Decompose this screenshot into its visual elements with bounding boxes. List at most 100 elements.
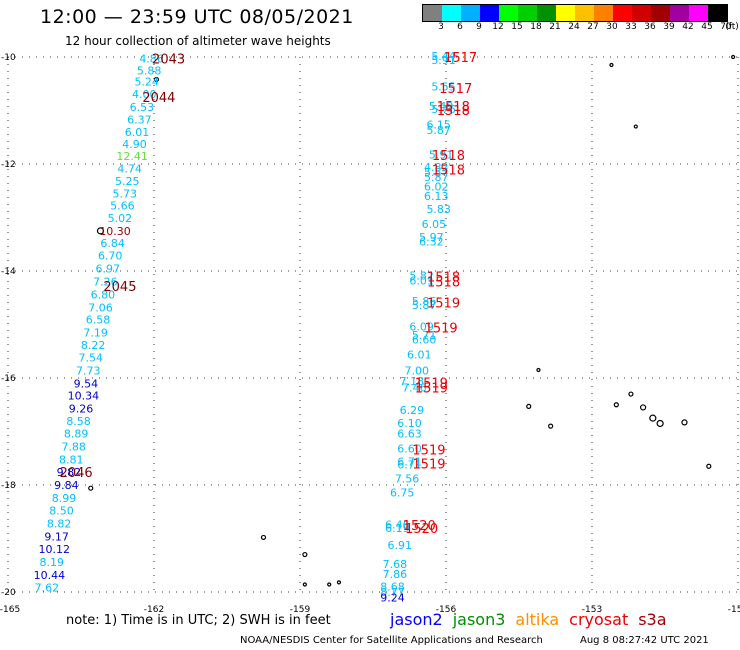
- wave-height-label: 6.60: [412, 333, 437, 346]
- island-outline: [656, 419, 664, 428]
- wave-height-label: 5.76: [431, 103, 456, 116]
- colorbar-swatch: [480, 5, 499, 21]
- pass-time-label: 1519: [425, 322, 458, 337]
- pass-time-label: 1518: [432, 163, 465, 178]
- legend-entry-cryosat: cryosat: [569, 610, 629, 629]
- wave-height-label: 5.88: [137, 64, 162, 77]
- pass-time-label: 1519: [415, 376, 448, 391]
- island-outline: [613, 402, 619, 408]
- wave-height-label: 7.56: [395, 473, 420, 486]
- colorbar-labels: 3 6 9 12 15 18 21 24 27 30 33 36 39 42 45 70 (ft): [422, 22, 740, 34]
- legend-entry-altika: altika: [515, 610, 560, 629]
- pass-time-label: 1519: [412, 444, 445, 459]
- wave-height-label: 8.22: [81, 339, 106, 352]
- colorbar-label: 9: [476, 22, 482, 32]
- wave-height-label: 5.25: [115, 175, 140, 188]
- wave-height-label: 6.13: [424, 190, 449, 203]
- wave-height-label: 7.46: [402, 382, 427, 395]
- wave-height-label: 6.63: [397, 428, 422, 441]
- pass-time-label: 1519: [412, 458, 445, 473]
- pass-time-label: 1518: [427, 276, 460, 291]
- wave-height-label: 4.74: [117, 162, 142, 175]
- wave-height-label: 5.49: [429, 100, 454, 113]
- wave-height-label: 6.71: [397, 455, 422, 468]
- colorbar-label: 42: [682, 22, 694, 32]
- wave-height-label: 5.55: [431, 80, 456, 93]
- wave-height-label: 8.19: [40, 556, 65, 569]
- colorbar-label: 15: [511, 22, 523, 32]
- colorbar-swatch: [442, 5, 461, 21]
- lat-tick-label: -18: [1, 481, 16, 491]
- colorbar-swatch: [689, 5, 708, 21]
- island-outline: [153, 76, 160, 83]
- wave-height-label: 7.26: [93, 276, 118, 289]
- wave-height-label: 6.29: [400, 404, 425, 417]
- wave-height-label: 10.12: [38, 543, 70, 556]
- lat-tick-label: -12: [1, 160, 16, 170]
- wave-height-label: 8.58: [66, 415, 91, 428]
- island-outline: [96, 227, 105, 235]
- wave-height-label: 6.15: [426, 118, 451, 131]
- colorbar-label: (ft): [725, 22, 739, 32]
- pass-time-label: 2046: [60, 466, 93, 481]
- colorbar-label: 18: [530, 22, 542, 32]
- pass-time-label: 1518: [427, 270, 460, 285]
- footer-note: note: 1) Time is in UTC; 2) SWH is in fe…: [66, 613, 331, 628]
- lon-tick-label: -153: [582, 605, 602, 615]
- island-outline: [526, 403, 532, 409]
- island-outline: [633, 124, 638, 129]
- wave-height-label: 7.19: [83, 327, 108, 340]
- colorbar-label: 27: [587, 22, 599, 32]
- wave-height-label: 4.86: [139, 53, 164, 66]
- wave-height-label: 5.02: [108, 212, 133, 225]
- colorbar-label: 12: [492, 22, 504, 32]
- wave-height-label: 5.87: [412, 299, 437, 312]
- wave-height-label: 6.91: [388, 539, 413, 552]
- wave-height-label: 6.09: [409, 321, 434, 334]
- wave-height-label: 8.50: [49, 505, 74, 518]
- wave-height-label: 6.53: [130, 101, 155, 114]
- wave-height-label: 5.71: [412, 329, 437, 342]
- wave-height-label: 5.57: [424, 166, 449, 179]
- wave-height-label: 6.10: [397, 417, 422, 430]
- pass-time-label: 1518: [437, 104, 470, 119]
- colorbar: [422, 4, 728, 22]
- island-outline: [639, 404, 647, 411]
- wave-height-label: 9.54: [74, 377, 99, 390]
- island-outline: [609, 62, 614, 68]
- colorbar-label: 33: [625, 22, 637, 32]
- wave-height-label: 5.87: [426, 124, 451, 137]
- wave-height-label: 5.83: [426, 203, 451, 216]
- wave-height-label: 8.81: [59, 453, 84, 466]
- pass-time-label: 2044: [142, 91, 175, 106]
- colorbar-label: 24: [568, 22, 580, 32]
- colorbar-swatch: [537, 5, 556, 21]
- wave-height-label: 8.99: [52, 492, 77, 505]
- lat-tick-label: -16: [1, 374, 16, 384]
- colorbar-swatch: [632, 5, 651, 21]
- island-outline: [88, 485, 94, 491]
- wave-height-label: 9.24: [380, 591, 405, 604]
- legend-entry-jason2: jason2: [390, 610, 443, 629]
- wave-height-label: 7.88: [61, 440, 86, 453]
- lat-tick-label: -14: [1, 267, 16, 277]
- island-outline: [336, 580, 342, 585]
- pass-time-label: 1520: [403, 519, 436, 534]
- pass-time-label: 1520: [405, 522, 438, 537]
- wave-height-label: 7.18: [400, 375, 425, 388]
- colorbar-swatch: [651, 5, 670, 21]
- wave-height-label: 5.82: [409, 269, 434, 282]
- colorbar-swatch: [613, 5, 632, 21]
- colorbar-label: 70: [720, 22, 732, 32]
- lon-tick-label: -156: [436, 605, 457, 615]
- colorbar-label: 3: [438, 22, 444, 32]
- wave-height-label: 5.86: [412, 295, 437, 308]
- wave-height-label: 8.68: [380, 581, 405, 594]
- wave-height-label: 4.82: [424, 161, 449, 174]
- colorbar-swatch: [556, 5, 575, 21]
- wave-height-label: 6.84: [100, 237, 125, 250]
- wave-height-label: 6.46: [385, 519, 410, 532]
- island-outline: [536, 367, 541, 373]
- wave-height-label: 10.34: [68, 390, 100, 403]
